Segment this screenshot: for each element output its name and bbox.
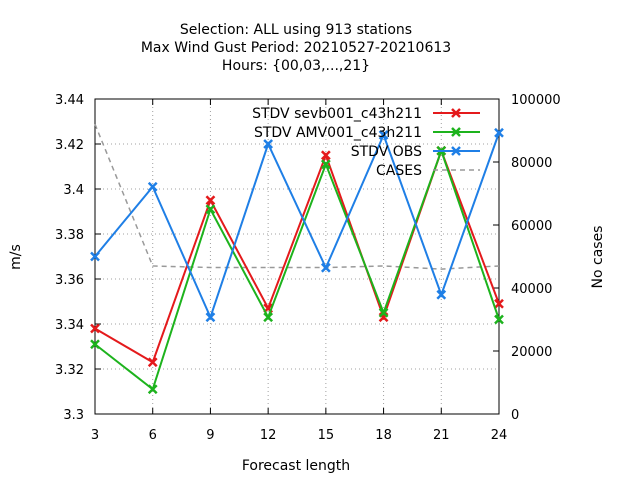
y2-tick-label: 100000 (511, 93, 561, 108)
legend-item: STDV OBS (351, 144, 480, 160)
legend-marker (451, 146, 461, 156)
legend-label: CASES (376, 163, 422, 179)
y-tick-label: 3.4 (63, 183, 84, 198)
x-axis-title: Forecast length (242, 458, 350, 474)
title-line: Max Wind Gust Period: 20210527-20210613 (141, 40, 451, 56)
x-tick-label: 9 (206, 428, 214, 443)
data-point (436, 289, 447, 300)
series-line (94, 147, 500, 391)
data-point (90, 339, 100, 350)
x-tick-label: 21 (433, 428, 450, 443)
series-layer (90, 123, 504, 395)
x-tick-label: 18 (375, 428, 392, 443)
x-tick-label: 3 (91, 428, 99, 443)
data-point (263, 312, 274, 323)
data-point (320, 159, 331, 170)
series-3 (90, 127, 504, 323)
y-tick-label: 3.34 (55, 318, 84, 333)
legend-label: STDV AMV001_c43h211 (254, 125, 422, 141)
data-point (378, 307, 389, 318)
data-point (147, 357, 158, 368)
data-point (90, 323, 100, 334)
y2-tick-label: 40000 (511, 282, 552, 297)
y2-axis-title: No cases (590, 226, 606, 289)
y-tick-label: 3.32 (55, 363, 84, 378)
y2-tick-label: 80000 (511, 156, 552, 171)
legend-label: STDV sevb001_c43h211 (252, 106, 422, 122)
legend-item: STDV sevb001_c43h211 (252, 106, 480, 122)
data-point (147, 181, 158, 192)
y-tick-label: 3.3 (63, 408, 84, 423)
data-point (205, 204, 216, 215)
y2-tick-label: 60000 (511, 219, 552, 234)
title-line: Hours: {00,03,...,21} (222, 58, 370, 74)
x-tick-label: 6 (149, 428, 157, 443)
legend-marker (451, 127, 461, 137)
series-line (94, 123, 500, 270)
series-4 (94, 123, 500, 270)
legend-item: CASES (376, 163, 480, 179)
x-tick-label: 12 (260, 428, 277, 443)
y-tick-label: 3.38 (55, 228, 84, 243)
y2-tick-label: 0 (511, 408, 519, 423)
y-tick-label: 3.36 (55, 273, 84, 288)
axis-ticks: 3 6 9 12 15 18 21 24 3.3 3.32 3.34 3.36 3.38 3.4 3.42 3… (55, 93, 561, 443)
data-point (147, 384, 158, 395)
y-axis-title: m/s (8, 244, 24, 270)
data-point (494, 314, 504, 325)
data-point (378, 130, 389, 140)
y-tick-label: 3.42 (55, 138, 84, 153)
series-line (94, 132, 500, 321)
title-line: Selection: ALL using 913 stations (180, 22, 412, 38)
y-tick-label: 3.44 (55, 93, 84, 108)
data-point (494, 127, 504, 138)
data-point (494, 298, 504, 309)
legend-label: STDV OBS (351, 144, 422, 160)
data-point (320, 262, 331, 273)
data-point (320, 150, 331, 161)
legend-item: STDV AMV001_c43h211 (254, 125, 480, 141)
legend-marker (451, 108, 461, 118)
data-point (205, 195, 216, 206)
chart-title: Selection: ALL using 913 stations Max Win… (141, 22, 451, 74)
legend: STDV sevb001_c43h211 STDV AMV001_c43h211 S… (252, 106, 480, 179)
data-point (263, 139, 274, 149)
x-tick-label: 15 (318, 428, 335, 443)
x-tick-label: 24 (491, 428, 508, 443)
y2-tick-label: 20000 (511, 345, 552, 360)
data-point (90, 251, 100, 262)
data-point (205, 312, 216, 323)
